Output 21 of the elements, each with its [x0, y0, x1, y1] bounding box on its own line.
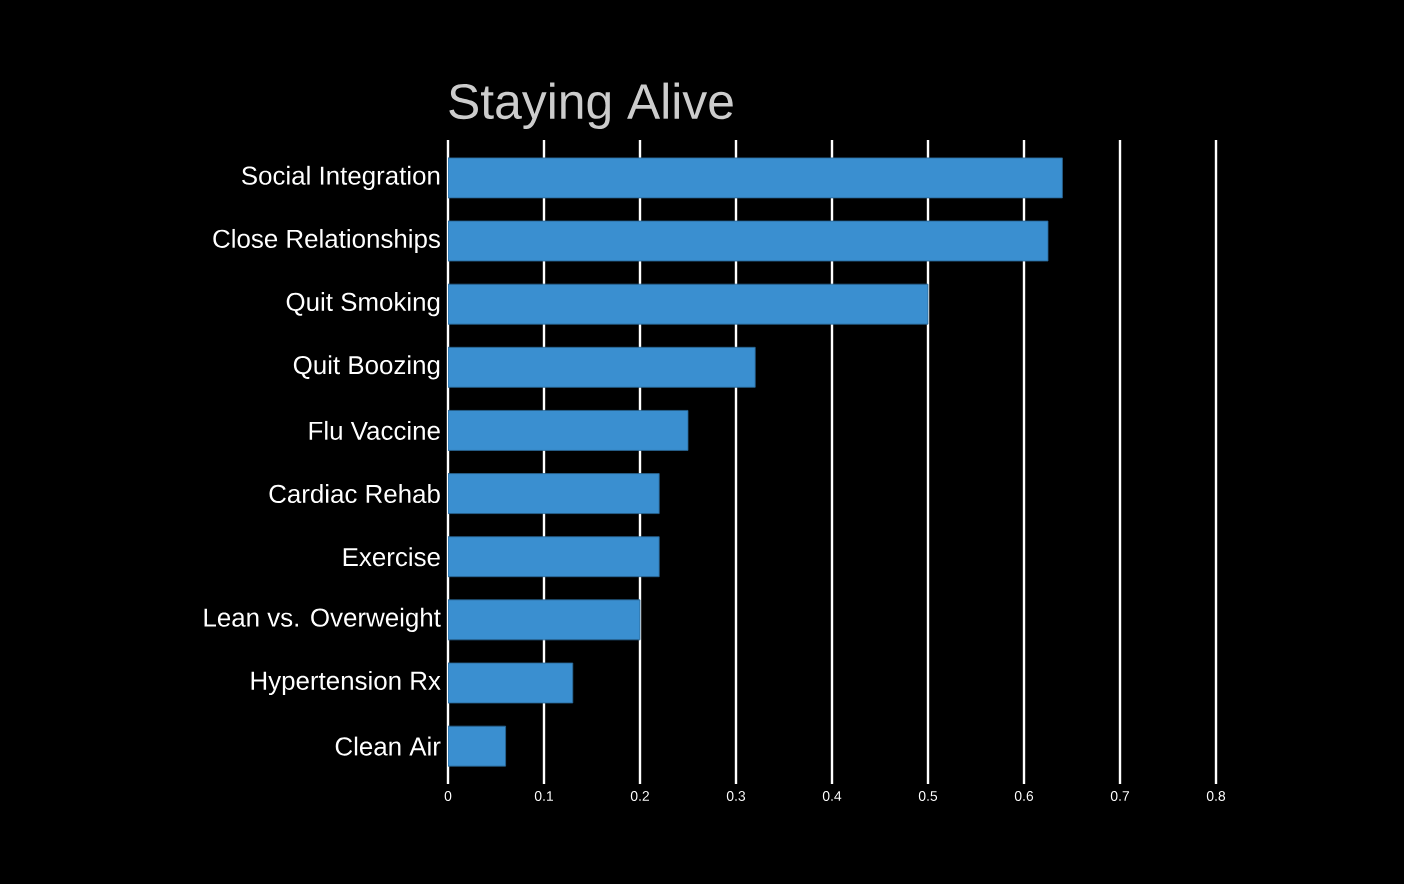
- bar: [448, 157, 1063, 199]
- bar: [448, 283, 929, 325]
- bar: [448, 725, 506, 767]
- y-tick-label: Close Relationships: [213, 228, 440, 254]
- y-tick-label: Quit Smoking: [286, 292, 440, 317]
- bar: [448, 599, 641, 641]
- bar: [448, 662, 574, 704]
- y-tick-label: Exercise: [343, 547, 440, 567]
- y-tick-label: Quit Boozing: [293, 355, 440, 380]
- bar: [448, 346, 756, 388]
- y-tick-label: Cardiac Rehab: [269, 484, 440, 504]
- bar: [448, 220, 1049, 262]
- chart-title: Staying Alive: [449, 82, 733, 130]
- y-tick-label: Flu Vaccine: [309, 420, 440, 440]
- bar: [448, 473, 660, 514]
- bar: [448, 410, 689, 451]
- y-tick-label: Lean vs. Overweight: [204, 607, 441, 632]
- y-tick-label: Hypertension Rx: [251, 670, 441, 696]
- y-tick-label: Social Integration: [242, 165, 440, 190]
- bar: [448, 536, 660, 578]
- y-tick-label: Clean Air: [335, 736, 441, 756]
